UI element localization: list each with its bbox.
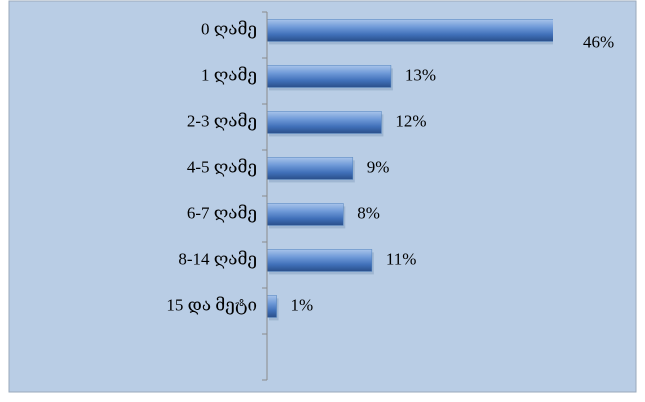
data-label: 9% (367, 157, 390, 176)
y-tick-label: 15 და მეტი (166, 295, 257, 314)
data-label: 8% (357, 203, 380, 222)
data-label: 46% (583, 32, 614, 51)
bar (266, 249, 373, 272)
y-tick-label: 6-7 ღამე (187, 203, 257, 222)
data-label: 11% (386, 249, 417, 268)
bar (266, 157, 354, 180)
bar (266, 65, 392, 88)
y-tick-label: 8-14 ღამე (178, 249, 257, 268)
y-tick-label: 4-5 ღამე (187, 157, 257, 176)
data-label: 1% (291, 295, 314, 314)
bar (266, 203, 344, 226)
y-tick-label: 1 ღამე (201, 65, 257, 84)
y-tick-label: 2-3 ღამე (187, 111, 257, 130)
data-label: 12% (395, 111, 426, 130)
y-tick-label: 0 ღამე (201, 19, 257, 38)
bar (266, 295, 277, 318)
data-label: 13% (405, 65, 436, 84)
plot-area (266, 19, 553, 321)
bar (266, 111, 382, 134)
chart-background (8, 0, 637, 393)
